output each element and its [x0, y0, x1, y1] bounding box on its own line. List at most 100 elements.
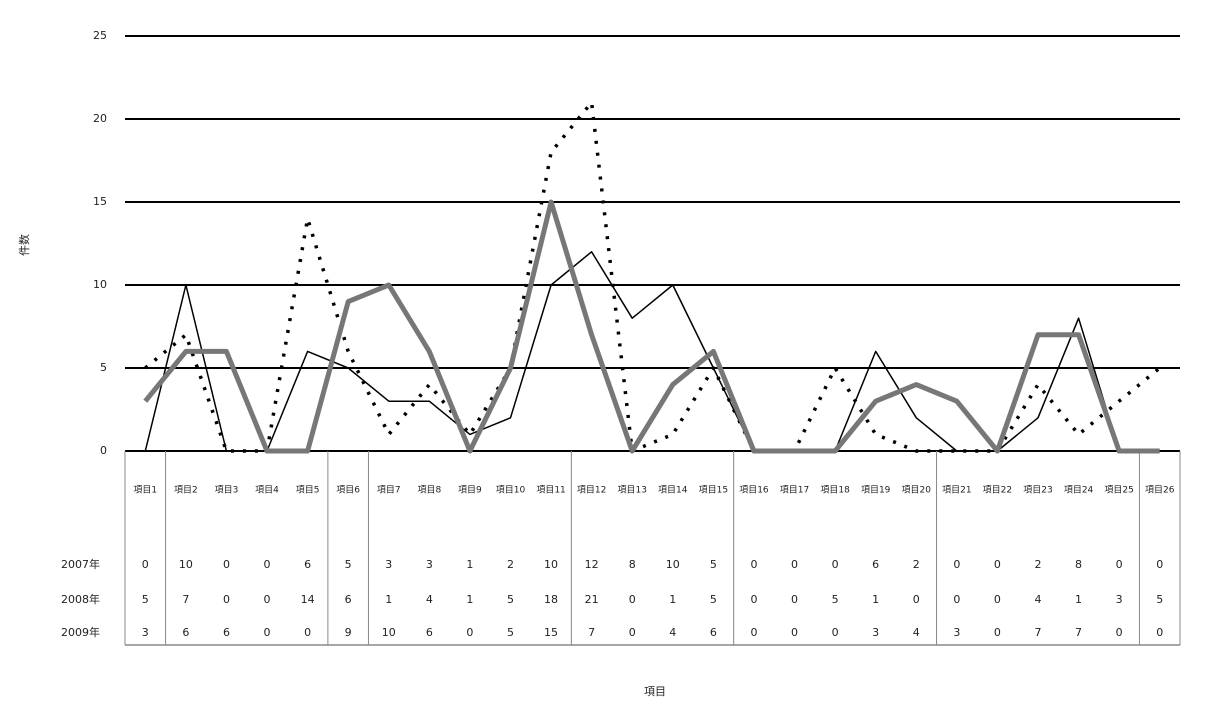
table-value: 10 [544, 558, 558, 571]
table-value: 7 [588, 626, 595, 639]
table-value: 5 [142, 593, 149, 606]
x-tick-label: 項目11 [536, 485, 565, 496]
table-value: 0 [832, 558, 839, 571]
table-value: 6 [426, 626, 433, 639]
x-tick-label: 項目19 [861, 485, 891, 496]
x-tick-label: 項目4 [255, 485, 279, 496]
x-tick-label: 項目1 [133, 485, 157, 496]
table-value: 5 [507, 593, 514, 606]
y-tick-label: 15 [93, 195, 107, 208]
table-value: 6 [345, 593, 352, 606]
table-value: 6 [223, 626, 230, 639]
legend-label: 2008年 [61, 592, 100, 606]
x-tick-label: 項目26 [1145, 485, 1175, 496]
table-value: 1 [1075, 593, 1082, 606]
y-axis-label: 件数 [18, 234, 31, 256]
table-value: 10 [179, 558, 193, 571]
table-value: 5 [1156, 593, 1163, 606]
x-tick-label: 項目25 [1104, 485, 1133, 496]
x-tick-label: 項目7 [377, 485, 401, 496]
table-value: 0 [1156, 558, 1163, 571]
series-line [144, 251, 1160, 452]
table-value: 8 [629, 558, 636, 571]
table-value: 2 [1034, 558, 1041, 571]
table-value: 0 [994, 558, 1001, 571]
table-value: 0 [832, 626, 839, 639]
y-tick-label: 0 [100, 444, 107, 457]
x-tick-label: 項目14 [658, 485, 688, 496]
table-value: 6 [710, 626, 717, 639]
table-value: 0 [994, 626, 1001, 639]
y-tick-label: 20 [93, 112, 107, 125]
table-value: 6 [182, 626, 189, 639]
x-tick-label: 項目9 [458, 485, 482, 496]
table-value: 5 [710, 593, 717, 606]
x-tick-label: 項目22 [983, 485, 1012, 496]
table-value: 0 [264, 593, 271, 606]
x-tick-label: 項目3 [215, 485, 239, 496]
table-value: 3 [142, 626, 149, 639]
table-value: 3 [426, 558, 433, 571]
table-value: 0 [791, 626, 798, 639]
table-value: 18 [544, 593, 558, 606]
table-value: 6 [304, 558, 311, 571]
table-value: 0 [791, 558, 798, 571]
table-value: 3 [953, 626, 960, 639]
table-value: 3 [872, 626, 879, 639]
x-tick-label: 項目21 [942, 485, 971, 496]
x-tick-label: 項目5 [296, 485, 320, 496]
table-value: 1 [466, 558, 473, 571]
table-value: 4 [426, 593, 433, 606]
table-value: 7 [1075, 626, 1082, 639]
table-value: 5 [832, 593, 839, 606]
table-value: 5 [710, 558, 717, 571]
table-value: 0 [750, 626, 757, 639]
table-value: 5 [507, 626, 514, 639]
table-value: 15 [544, 626, 558, 639]
table-value: 0 [791, 593, 798, 606]
table-value: 0 [304, 626, 311, 639]
x-tick-label: 項目17 [780, 485, 809, 496]
y-tick-label: 25 [93, 29, 107, 42]
table-value: 4 [669, 626, 676, 639]
table-value: 0 [223, 558, 230, 571]
table-value: 6 [872, 558, 879, 571]
table-value: 7 [1034, 626, 1041, 639]
table-value: 0 [1116, 626, 1123, 639]
table-value: 1 [669, 593, 676, 606]
series-line [144, 100, 1161, 453]
x-tick-label: 項目16 [739, 485, 769, 496]
table-value: 0 [913, 593, 920, 606]
table-value: 12 [585, 558, 599, 571]
table-value: 3 [385, 558, 392, 571]
table-value: 0 [223, 593, 230, 606]
table-value: 0 [1116, 558, 1123, 571]
table-value: 1 [872, 593, 879, 606]
x-axis-label: 項目 [644, 685, 666, 698]
x-tick-label: 項目2 [174, 485, 198, 496]
x-tick-label: 項目10 [496, 485, 526, 496]
table-value: 10 [382, 626, 396, 639]
table-value: 0 [142, 558, 149, 571]
table-value: 0 [953, 593, 960, 606]
table-value: 0 [1156, 626, 1163, 639]
x-tick-label: 項目20 [902, 485, 932, 496]
x-tick-label: 項目24 [1064, 485, 1094, 496]
x-tick-label: 項目6 [336, 485, 360, 496]
x-tick-label: 項目23 [1023, 485, 1052, 496]
legend-label: 2009年 [61, 625, 100, 639]
table-value: 0 [466, 626, 473, 639]
x-tick-label: 項目13 [617, 485, 646, 496]
table-value: 10 [666, 558, 680, 571]
y-tick-label: 10 [93, 278, 107, 291]
table-value: 0 [264, 558, 271, 571]
table-value: 0 [750, 593, 757, 606]
table-value: 5 [345, 558, 352, 571]
table-value: 7 [182, 593, 189, 606]
series-line [143, 199, 1160, 454]
table-value: 0 [629, 626, 636, 639]
table-value: 0 [264, 626, 271, 639]
table-value: 0 [953, 558, 960, 571]
table-value: 3 [1116, 593, 1123, 606]
table-value: 14 [301, 593, 315, 606]
